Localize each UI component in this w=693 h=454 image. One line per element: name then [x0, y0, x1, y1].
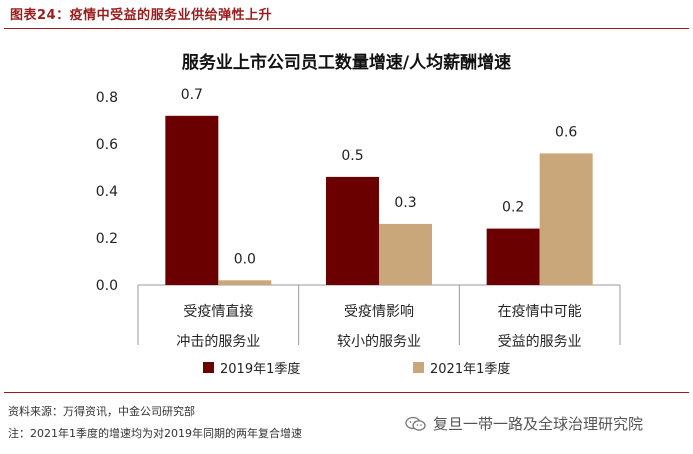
legend-item-series-2: 2021年1季度	[413, 358, 510, 377]
legend-swatch-series-2	[413, 362, 424, 373]
top-divider	[4, 28, 689, 29]
watermark: 复旦一带一路及全球治理研究院	[405, 413, 643, 434]
y-tick-label: 0.6	[96, 137, 118, 153]
bar-1	[486, 228, 540, 285]
bar-2	[379, 223, 432, 285]
data-label: 0.2	[502, 200, 524, 216]
watermark-text: 复旦一带一路及全球治理研究院	[433, 415, 644, 433]
x-tick-label: 冲击的服务业	[176, 334, 260, 350]
x-tick-label: 受益的服务业	[498, 334, 582, 350]
wechat-icon	[405, 416, 426, 431]
legend-swatch-series-1	[203, 362, 214, 373]
x-tick-label: 受疫情直接	[183, 303, 253, 320]
bar-2	[218, 280, 272, 285]
y-tick-label: 0.2	[96, 231, 118, 247]
bar-1	[326, 176, 379, 285]
data-label: 0.7	[181, 87, 203, 103]
data-label: 0.6	[555, 124, 577, 140]
y-tick-label: 0.0	[96, 278, 118, 294]
x-tick-label: 较小的服务业	[337, 334, 421, 350]
data-label: 0.5	[341, 148, 363, 164]
bar-2	[539, 153, 593, 285]
chart-legend: 2019年1季度 2021年1季度	[0, 358, 693, 378]
data-label: 0.0	[234, 251, 256, 267]
bottom-divider	[4, 392, 689, 393]
chart-title: 服务业上市公司员工数量增速/人均薪酬增速	[181, 53, 512, 73]
y-tick-label: 0.8	[96, 90, 118, 106]
y-tick-label: 0.4	[96, 184, 118, 200]
x-tick-label: 受疫情影响	[344, 304, 414, 320]
x-tick-label: 在疫情中可能	[498, 304, 582, 320]
source-text: 资料来源：万得资讯，中金公司研究部	[8, 405, 195, 418]
bar-1	[165, 115, 219, 285]
figure-label: 图表24：疫情中受益的服务业供给弹性上升	[10, 8, 273, 23]
data-label: 0.3	[394, 195, 416, 211]
legend-label-series-1: 2019年1季度	[220, 362, 301, 377]
legend-item-series-1: 2019年1季度	[203, 358, 300, 377]
note-text: 注：2021年1季度的增速均为对2019年同期的两年复合增速	[8, 427, 302, 440]
legend-label-series-2: 2021年1季度	[430, 362, 511, 377]
